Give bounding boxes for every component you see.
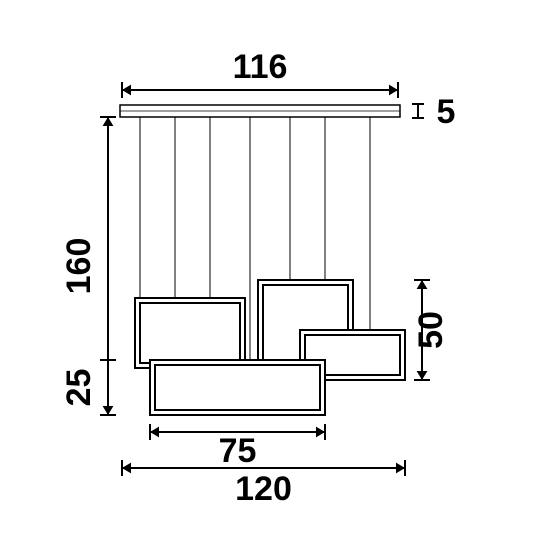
svg-text:50: 50 [412,311,450,349]
svg-text:160: 160 [60,238,98,295]
svg-text:120: 120 [235,470,292,508]
svg-text:116: 116 [233,48,288,86]
svg-text:5: 5 [437,93,456,131]
svg-text:25: 25 [60,369,98,407]
svg-text:75: 75 [219,432,257,470]
technical-drawing: 116 5 160 25 50 75120 [0,0,550,550]
